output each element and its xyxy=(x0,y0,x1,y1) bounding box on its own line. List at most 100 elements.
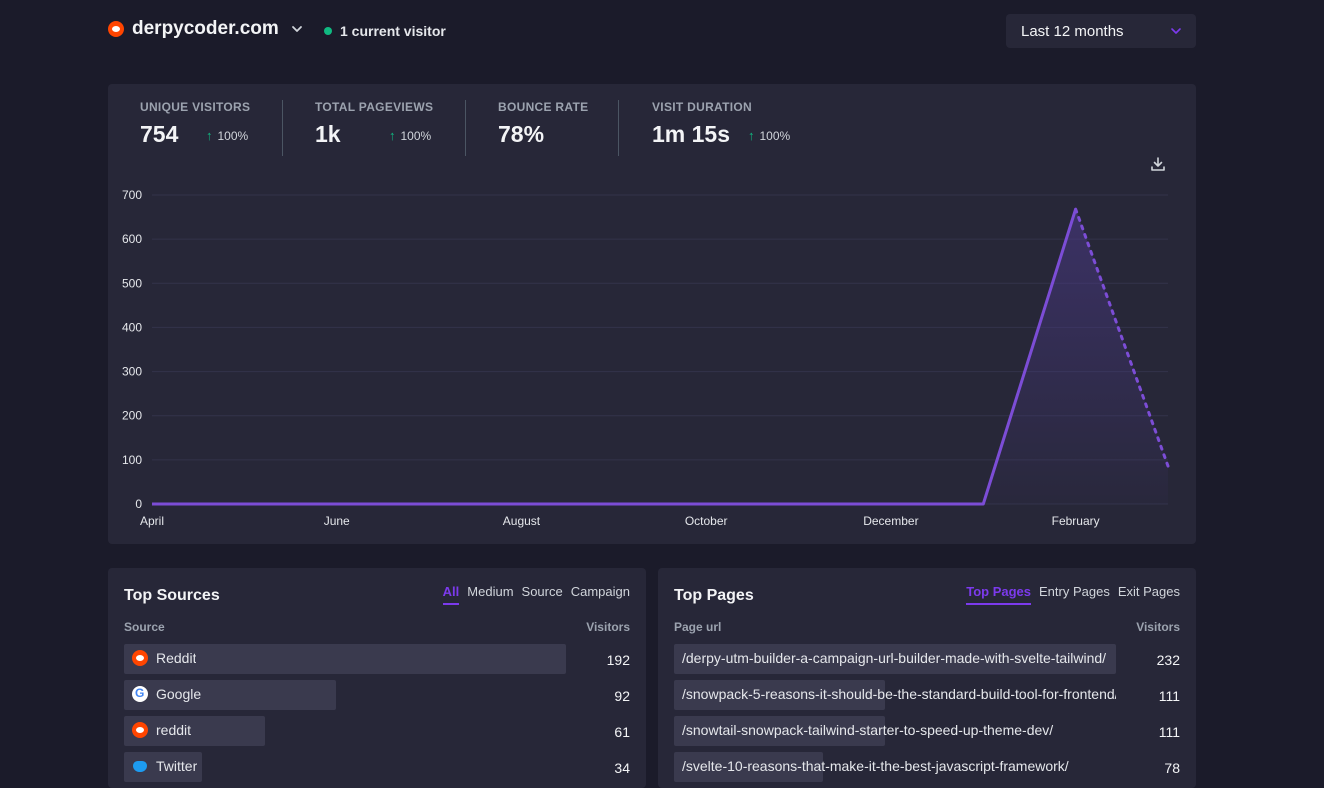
page-url[interactable]: /snowtail-snowpack-tailwind-starter-to-s… xyxy=(682,722,1054,738)
source-name: Reddit xyxy=(156,650,197,666)
source-label[interactable]: Google xyxy=(132,686,201,702)
source-name: Twitter xyxy=(156,758,198,774)
live-dot-icon xyxy=(324,27,332,35)
chevron-down-icon xyxy=(1171,28,1181,34)
list-item[interactable]: /svelte-10-reasons-that-make-it-the-best… xyxy=(674,752,1180,788)
series-line xyxy=(152,208,1078,506)
y-tick-label: 600 xyxy=(122,232,142,246)
y-tick-label: 200 xyxy=(122,409,142,423)
tab-exit-pages[interactable]: Exit Pages xyxy=(1117,584,1180,599)
stat-change-value: 100% xyxy=(759,128,791,143)
stat-unique-visitors[interactable]: UNIQUE VISITORS 754 ↑ 100% xyxy=(140,100,250,148)
top-sources-panel: Top Sources All Medium Source Campaign S… xyxy=(108,568,646,788)
tab-medium[interactable]: Medium xyxy=(467,584,514,599)
series-line-incomplete xyxy=(1074,207,1170,468)
source-visitors: 61 xyxy=(614,724,630,740)
list-item[interactable]: /snowpack-5-reasons-it-should-be-the-sta… xyxy=(674,680,1180,716)
x-tick-label: June xyxy=(324,514,350,528)
y-tick-label: 300 xyxy=(122,365,142,379)
tab-entry-pages[interactable]: Entry Pages xyxy=(1039,584,1110,599)
page-visitors: 111 xyxy=(1158,688,1180,704)
tab-all[interactable]: All xyxy=(442,584,460,605)
y-tick-label: 400 xyxy=(122,320,142,334)
top-pages-panel: Top Pages Top Pages Entry Pages Exit Pag… xyxy=(658,568,1196,788)
page-url[interactable]: /svelte-10-reasons-that-make-it-the-best… xyxy=(682,758,1069,774)
list-item[interactable]: /derpy-utm-builder-a-campaign-url-builde… xyxy=(674,644,1180,680)
current-visitors-label: 1 current visitor xyxy=(340,23,446,39)
list-item[interactable]: Google 92 xyxy=(124,680,630,716)
list-item[interactable]: reddit 61 xyxy=(124,716,630,752)
period-label: Last 12 months xyxy=(1021,22,1124,40)
stat-value: 1k xyxy=(315,121,341,147)
column-header-page-url: Page url xyxy=(674,620,722,634)
source-label[interactable]: Reddit xyxy=(132,650,196,666)
source-label[interactable]: reddit xyxy=(132,722,191,738)
sources-list: Reddit 192 Google 92 reddit 61 Twitter 3… xyxy=(124,644,630,788)
reddit-icon xyxy=(132,650,148,666)
pages-list: /derpy-utm-builder-a-campaign-url-builde… xyxy=(674,644,1180,788)
source-visitors: 192 xyxy=(606,652,630,668)
stat-divider xyxy=(618,100,619,156)
stat-label: VISIT DURATION xyxy=(652,100,752,114)
google-icon xyxy=(132,686,148,702)
site-switcher[interactable]: derpycoder.com xyxy=(108,18,303,40)
panel-title: Top Pages xyxy=(674,587,754,604)
stat-bounce-rate[interactable]: BOUNCE RATE 78% xyxy=(498,100,588,148)
tab-campaign[interactable]: Campaign xyxy=(570,584,630,599)
site-name: derpycoder.com xyxy=(132,18,279,39)
stat-value: 1m 15s xyxy=(652,121,731,147)
stat-change: ↑ 100% xyxy=(206,128,248,143)
list-item[interactable]: Twitter 34 xyxy=(124,752,630,788)
stat-divider xyxy=(282,100,283,156)
stat-label: TOTAL PAGEVIEWS xyxy=(315,100,434,114)
top-bar: derpycoder.com 1 current visitor Last 12… xyxy=(108,14,1196,48)
column-header-source: Source xyxy=(124,620,165,634)
x-tick-label: August xyxy=(503,514,541,528)
arrow-up-icon: ↑ xyxy=(748,128,755,143)
chevron-down-icon xyxy=(291,26,302,32)
source-visitors: 92 xyxy=(614,688,630,704)
list-item[interactable]: Reddit 192 xyxy=(124,644,630,680)
page-url[interactable]: /snowpack-5-reasons-it-should-be-the-sta… xyxy=(682,686,1116,702)
stat-visit-duration[interactable]: VISIT DURATION 1m 15s ↑ 100% xyxy=(652,100,790,148)
pages-tabs: Top Pages Entry Pages Exit Pages xyxy=(958,584,1180,605)
sources-tabs: All Medium Source Campaign xyxy=(435,584,630,605)
stat-change-value: 100% xyxy=(400,128,432,143)
current-visitors[interactable]: 1 current visitor xyxy=(324,23,446,39)
stat-value: 754 xyxy=(140,121,179,147)
bar-fill xyxy=(124,680,336,710)
stat-divider xyxy=(465,100,466,156)
bar-fill xyxy=(674,680,885,710)
bar-fill xyxy=(674,716,885,746)
arrow-up-icon: ↑ xyxy=(389,128,396,143)
y-tick-label: 500 xyxy=(122,276,142,290)
stat-change-value: 100% xyxy=(217,128,249,143)
arrow-up-icon: ↑ xyxy=(206,128,213,143)
y-tick-label: 700 xyxy=(122,188,142,202)
x-tick-label: October xyxy=(685,514,728,528)
stat-total-pageviews[interactable]: TOTAL PAGEVIEWS 1k ↑ 100% xyxy=(315,100,433,148)
column-header-visitors: Visitors xyxy=(586,620,630,634)
site-favicon-icon xyxy=(108,21,124,37)
x-tick-label: December xyxy=(863,514,918,528)
page-visitors: 111 xyxy=(1158,724,1180,740)
x-tick-label: February xyxy=(1052,514,1100,528)
download-icon[interactable] xyxy=(1150,156,1166,172)
page-url[interactable]: /derpy-utm-builder-a-campaign-url-builde… xyxy=(682,650,1107,666)
stat-change: ↑ 100% xyxy=(389,128,431,143)
stat-label: UNIQUE VISITORS xyxy=(140,100,251,114)
y-tick-label: 100 xyxy=(122,453,142,467)
source-visitors: 34 xyxy=(614,760,630,776)
period-select[interactable]: Last 12 months xyxy=(1006,14,1196,48)
column-header-visitors: Visitors xyxy=(1136,620,1180,634)
page-visitors: 78 xyxy=(1164,760,1180,776)
list-item[interactable]: /snowtail-snowpack-tailwind-starter-to-s… xyxy=(674,716,1180,752)
tab-top-pages[interactable]: Top Pages xyxy=(966,584,1032,605)
panel-title: Top Sources xyxy=(124,587,220,604)
page-visitors: 232 xyxy=(1156,652,1180,668)
source-label[interactable]: Twitter xyxy=(132,758,197,774)
visitors-line-chart[interactable]: 0 100 200 300 400 500 600 700 April June August Oct… xyxy=(108,184,1196,529)
main-graph-card: UNIQUE VISITORS 754 ↑ 100% TOTAL PAGEVIEW… xyxy=(108,84,1196,544)
twitter-icon xyxy=(132,758,148,774)
tab-source[interactable]: Source xyxy=(521,584,563,599)
